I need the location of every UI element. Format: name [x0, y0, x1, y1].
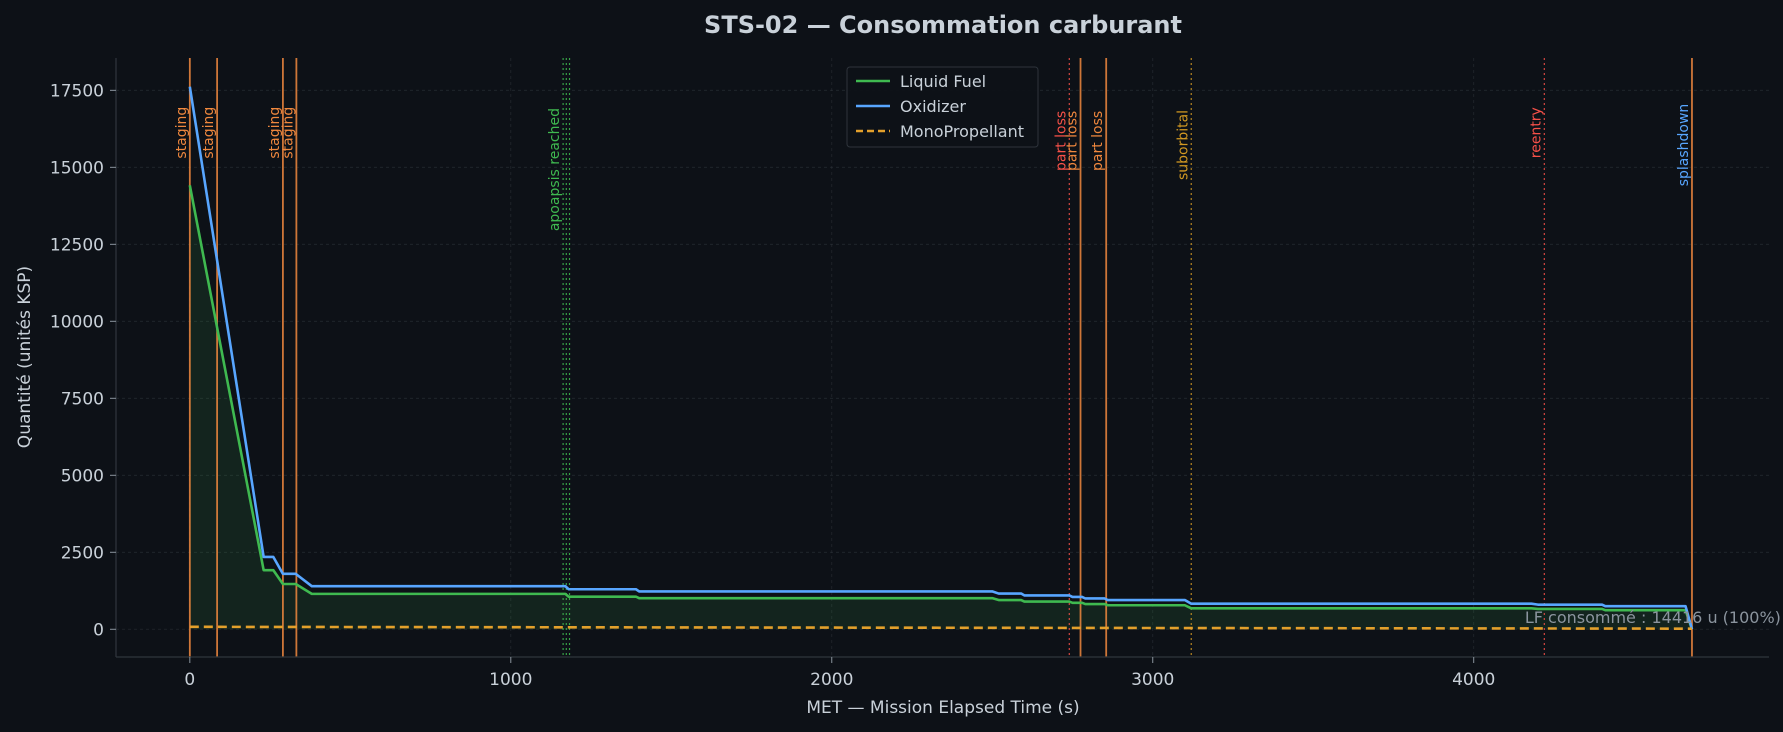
event-label: part loss: [1065, 111, 1081, 171]
x-tick-label: 1000: [489, 670, 532, 690]
legend-box: [846, 66, 1039, 148]
x-tick-labels: 0 1000 2000 3000 4000: [184, 670, 1495, 690]
event-label: staging: [267, 107, 283, 159]
y-tick-label: 2500: [61, 543, 104, 563]
legend-label: Oxidizer: [900, 97, 966, 116]
axes: [110, 58, 1769, 663]
legend-label: Liquid Fuel: [900, 72, 986, 91]
event-label: part loss: [1053, 111, 1069, 171]
legend-label: MonoPropellant: [900, 122, 1024, 141]
y-tick-label: 5000: [61, 466, 104, 486]
y-tick-label: 17500: [50, 81, 104, 101]
series-line: [189, 625, 1692, 630]
x-tick-label: 4000: [1452, 670, 1495, 690]
y-axis-label: Quantité (unités KSP): [15, 266, 35, 448]
series-line: [188, 185, 1694, 630]
y-tick-labels: 0 2500 5000 7500 10000 12500 15000 17500: [50, 81, 104, 640]
x-tick-label: 2000: [810, 670, 853, 690]
x-tick-label: 3000: [1131, 670, 1174, 690]
series-line: [188, 86, 1694, 630]
y-tick-label: 12500: [50, 235, 104, 255]
event-label: staging: [201, 107, 217, 159]
event-label: suborbital: [1175, 110, 1191, 180]
event-label: splashdown: [1676, 104, 1692, 187]
y-tick-label: 0: [93, 620, 104, 640]
event-label: staging: [174, 107, 190, 159]
x-axis-label: MET — Mission Elapsed Time (s): [806, 698, 1079, 718]
event-label: staging: [280, 107, 296, 159]
y-tick-label: 10000: [50, 312, 104, 332]
x-tick-label: 0: [184, 670, 195, 690]
event-label: part loss: [1090, 111, 1106, 171]
legend: Liquid Fuel Oxidizer MonoPropellant: [846, 66, 1039, 148]
series-lines: [188, 86, 1694, 630]
chart-title: STS-02 — Consommation carburant: [704, 11, 1182, 39]
event-label: apoapsis reached: [547, 108, 563, 231]
y-tick-label: 15000: [50, 158, 104, 178]
y-tick-label: 7500: [61, 389, 104, 409]
event-label: reentry: [1528, 107, 1544, 158]
consumption-annotation: LF consommé : 14416 u (100%): [1525, 608, 1781, 627]
